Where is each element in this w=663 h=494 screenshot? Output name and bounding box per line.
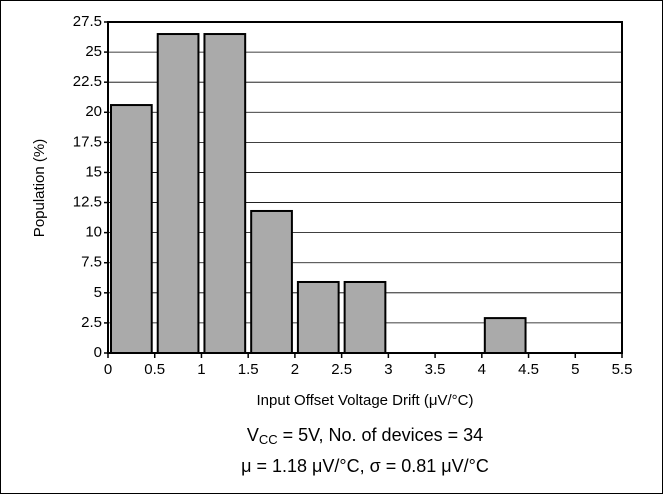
- y-tick-label: 5: [94, 284, 102, 301]
- x-axis-label: Input Offset Voltage Drift (μV/°C): [257, 392, 474, 409]
- bar: [203, 33, 247, 354]
- y-tick-label: 22.5: [73, 73, 102, 90]
- y-tick-label: 25: [85, 43, 102, 60]
- y-axis-label: Population (%): [31, 139, 48, 237]
- x-tick-label: 4.5: [518, 361, 539, 378]
- bar: [110, 104, 153, 355]
- x-tick-label: 2.5: [331, 361, 352, 378]
- y-tick-label: 15: [85, 163, 102, 180]
- bar: [250, 209, 293, 354]
- bar: [343, 280, 387, 354]
- x-tick-label: 1: [197, 361, 205, 378]
- x-tick-label: 4: [478, 361, 486, 378]
- y-tick-label: 7.5: [81, 254, 102, 271]
- annotation-part: V: [247, 425, 259, 445]
- annotation: VCC = 5V, No. of devices = 34: [247, 425, 483, 448]
- x-tick-label: 3.5: [425, 361, 446, 378]
- x-tick-label: 5: [571, 361, 579, 378]
- y-tick-label: 12.5: [73, 194, 102, 211]
- y-tick-label: 0: [94, 344, 102, 361]
- x-tick-label: 5.5: [612, 361, 633, 378]
- y-tick-label: 10: [85, 224, 102, 241]
- annotation-part: = 5V, No. of devices = 34: [278, 425, 483, 445]
- y-tick-label: 27.5: [73, 13, 102, 30]
- y-tick-label: 17.5: [73, 133, 102, 150]
- annotation: μ = 1.18 μV/°C, σ = 0.81 μV/°C: [241, 456, 489, 476]
- x-tick-label: 1.5: [238, 361, 259, 378]
- bar: [296, 280, 340, 354]
- x-tick-label: 0: [104, 361, 112, 378]
- x-tick-label: 2: [291, 361, 299, 378]
- bar: [156, 33, 200, 354]
- annotation-part: CC: [259, 432, 278, 447]
- x-tick-label: 3: [384, 361, 392, 378]
- x-tick-label: 0.5: [144, 361, 165, 378]
- y-tick-label: 2.5: [81, 314, 102, 331]
- plot-border: [107, 21, 623, 354]
- bar: [483, 317, 527, 354]
- y-tick-label: 20: [85, 103, 102, 120]
